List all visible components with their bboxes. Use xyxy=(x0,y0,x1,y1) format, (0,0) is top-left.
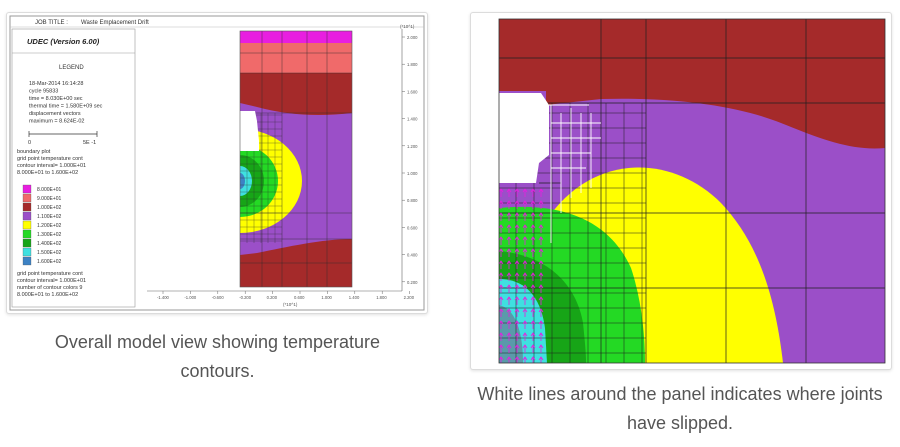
info-line: maximum = 8.624E-02 xyxy=(29,119,84,125)
y-tick-label: 1.600 xyxy=(407,89,418,94)
legend-label: 1.600E+02 xyxy=(37,259,62,265)
software-version: UDEC (Version 6.00) xyxy=(27,37,100,46)
plot-line: grid point temperature cont xyxy=(17,156,83,162)
scale-label-start: 0 xyxy=(28,140,31,146)
contour-cyan xyxy=(240,166,252,196)
model-view-card: JOB TITLE : Waste Emplacement Drift UDEC… xyxy=(6,12,428,314)
legend-label: 1.400E+02 xyxy=(37,241,62,247)
x-tick-label: -1.000 xyxy=(184,295,197,300)
contour-legend: 8.000E+01 9.000E+01 1.000E+02 1.100E+02 1.20… xyxy=(22,184,62,266)
y-tick-label: 0.200 xyxy=(407,280,418,285)
model-view-figure: JOB TITLE : Waste Emplacement Drift UDEC… xyxy=(9,15,425,311)
y-tick-label: 2.000 xyxy=(407,35,418,40)
joint-slip-figure xyxy=(498,18,886,364)
info-line: time = 8.030E+00 sec xyxy=(29,96,83,102)
x-tick-label: -1.400 xyxy=(157,295,170,300)
info-line: thermal time = 1.580E+09 sec xyxy=(29,104,103,110)
x-tick-label: 2.200 xyxy=(404,295,415,300)
zoom-contour-red xyxy=(499,19,885,149)
contour-magenta xyxy=(240,31,352,43)
caption-model-view: Overall model view showing temperature c… xyxy=(54,332,381,381)
plot-line: 8.000E+01 to 1.600E+02 xyxy=(17,292,78,298)
zoom-drift-opening xyxy=(499,19,549,183)
legend-label: 1.200E+02 xyxy=(37,223,62,229)
drift-opening xyxy=(240,111,259,151)
y-tick-label: 1.200 xyxy=(407,144,418,149)
legend-label: 1.300E+02 xyxy=(37,232,62,238)
y-tick-label: 0.600 xyxy=(407,225,418,230)
y-axis-ticks: 2.000 1.800 1.600 1.400 1.200 1.000 0.800 0.600… xyxy=(402,35,418,285)
legend-swatch xyxy=(22,202,32,212)
info-line: 18-Mar-2014 16:14:28 xyxy=(29,81,83,87)
plot-line: contour interval= 1.000E+01 xyxy=(17,163,86,169)
x-tick-label: 1.400 xyxy=(349,295,360,300)
x-axis-ticks: -1.400 -1.000 -0.600 -0.200 0.200 0.600 1.000 1… xyxy=(157,291,415,300)
y-tick-label: 1.400 xyxy=(407,117,418,122)
displacement-vectors xyxy=(499,188,544,363)
legend-swatch xyxy=(22,229,32,239)
plot-line: grid point temperature cont xyxy=(17,271,83,277)
scale-label-end: 5E -1 xyxy=(83,140,96,146)
legend-swatch xyxy=(22,193,32,203)
figure-frame xyxy=(9,15,425,311)
x-tick-label: 0.600 xyxy=(294,295,305,300)
legend-panel xyxy=(11,28,136,308)
y-axis-title: (*10^1) xyxy=(400,24,415,29)
legend-swatch xyxy=(22,256,32,266)
plot-line: number of contour colors 9 xyxy=(17,285,82,291)
job-title: Waste Emplacement Drift xyxy=(81,20,149,26)
legend-label: 1.100E+02 xyxy=(37,214,62,220)
x-tick-label: -0.600 xyxy=(212,295,225,300)
zoomed-contour-plot xyxy=(499,19,885,363)
legend-label: 8.000E+01 xyxy=(37,187,62,193)
info-line: cycle 95833 xyxy=(29,89,58,95)
x-tick-label: -0.200 xyxy=(239,295,252,300)
temperature-contour-plot xyxy=(239,30,353,288)
legend-label: 1.500E+02 xyxy=(37,250,62,256)
plot-line: boundary plot xyxy=(17,149,51,155)
y-tick-label: 1.800 xyxy=(407,62,418,67)
info-line: displacement vectors xyxy=(29,111,81,117)
legend-swatch xyxy=(22,238,32,248)
x-tick-label: 1.000 xyxy=(321,295,332,300)
x-tick-label: 0.200 xyxy=(267,295,278,300)
legend-swatch xyxy=(22,184,32,194)
caption-joint-slip: White lines around the panel indicates w… xyxy=(477,384,883,433)
legend-label: 9.000E+01 xyxy=(37,196,62,202)
contour-top-red xyxy=(240,73,352,115)
y-tick-label: 0.800 xyxy=(407,198,418,203)
slipped-joints xyxy=(549,104,601,243)
contour-pink xyxy=(240,43,352,73)
x-tick-label: 1.800 xyxy=(376,295,387,300)
legend-swatch xyxy=(22,211,32,221)
x-axis-title: (*10^1) xyxy=(283,302,298,307)
y-tick-label: 0.400 xyxy=(407,253,418,258)
legend-heading: LEGEND xyxy=(59,65,84,71)
job-title-prefix: JOB TITLE : xyxy=(35,20,68,26)
legend-label: 1.000E+02 xyxy=(37,205,62,211)
joint-slip-card xyxy=(470,12,892,370)
plot-line: contour interval= 1.000E+01 xyxy=(17,278,86,284)
plot-line: 8.000E+01 to 1.600E+02 xyxy=(17,170,78,176)
legend-swatch xyxy=(22,247,32,257)
legend-swatch xyxy=(22,220,32,230)
y-tick-label: 1.000 xyxy=(407,171,418,176)
